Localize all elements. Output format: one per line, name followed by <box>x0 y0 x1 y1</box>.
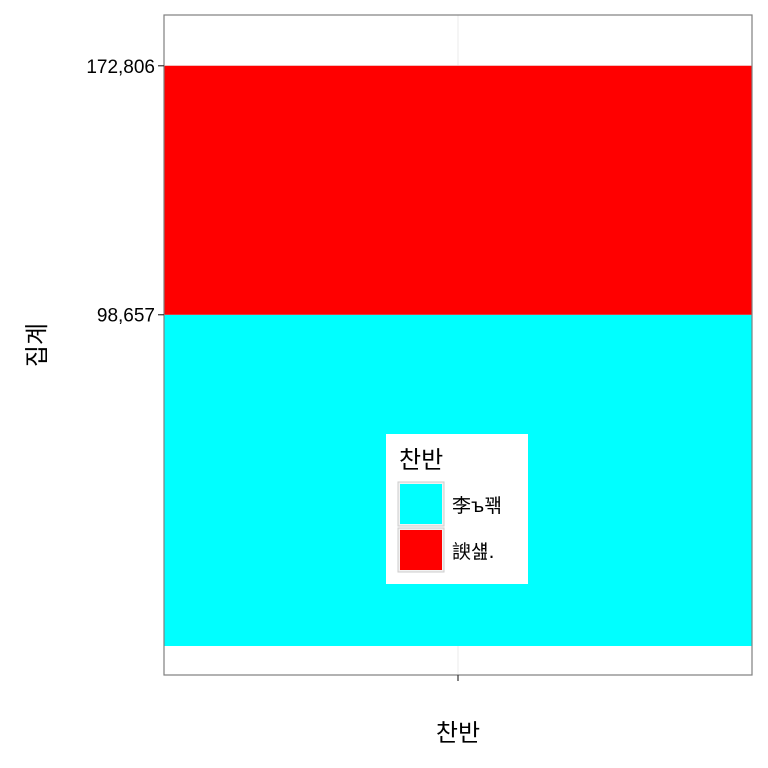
legend: 찬반 李ъ꽦 諛섎. <box>386 434 528 584</box>
legend-swatch-0 <box>400 484 442 524</box>
x-axis-title: 찬반 <box>436 719 480 747</box>
bar-segment-1 <box>164 66 752 315</box>
y-tick-label-1: 172,806 <box>86 57 155 78</box>
y-tick-label-0: 98,657 <box>97 306 155 327</box>
legend-swatch-1 <box>400 530 442 570</box>
y-axis-title: 집계 <box>23 323 51 367</box>
legend-title: 찬반 <box>399 446 443 474</box>
legend-label-1: 諛섎. <box>452 541 495 563</box>
legend-label-0: 李ъ꽦 <box>452 495 502 517</box>
